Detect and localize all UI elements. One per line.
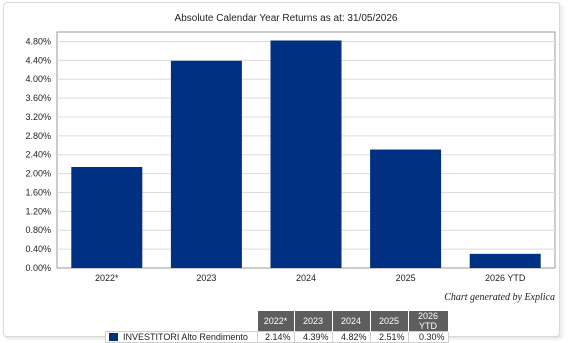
- y-tick-label: 4.40%: [25, 55, 51, 65]
- y-tick-label: 4.00%: [25, 74, 51, 84]
- table-corner: [106, 311, 258, 332]
- y-axis-tick-labels: 0.00% 0.40% 0.80% 1.20% 1.60% 2.00% 2.40% 2.80%…: [25, 36, 51, 273]
- table-row: INVESTITORI Alto Rendimento 2.14% 4.39% …: [105, 331, 449, 343]
- bar-chart: 0.00% 0.40% 0.80% 1.20% 1.60% 2.00% 2.40% 2.80%…: [25, 31, 556, 283]
- table-value-2022: 2.14%: [257, 331, 295, 343]
- table-value-2026-ytd: 0.30%: [407, 331, 449, 343]
- x-tick-label: 2022*: [95, 273, 119, 283]
- frame-shadow: [560, 6, 566, 336]
- table-header-2024: 2024: [332, 311, 371, 332]
- bar: [270, 40, 342, 268]
- bar: [71, 166, 143, 268]
- bar: [170, 60, 242, 269]
- y-tick-label: 2.40%: [25, 150, 51, 160]
- y-tick-label: 0.80%: [25, 225, 51, 235]
- x-tick-label: 2023: [196, 273, 216, 283]
- table-value-2025: 2.51%: [369, 331, 409, 343]
- x-tick-label: 2024: [296, 273, 316, 283]
- y-tick-label: 2.00%: [25, 169, 51, 179]
- chart-credit: Chart generated by Explica: [444, 292, 555, 303]
- table-header-2022: 2022*: [257, 311, 295, 332]
- table-header-row: 2022* 2023 2024 2025 2026 YTD: [106, 311, 449, 332]
- x-axis-tick-labels: 2022* 2023 2024 2025 2026 YTD: [95, 273, 526, 283]
- y-tick-label: 0.40%: [25, 244, 51, 254]
- bar: [370, 149, 442, 268]
- table-header-2025: 2025: [370, 311, 409, 332]
- y-tick-label: 3.60%: [25, 93, 51, 103]
- chart-title: Absolute Calendar Year Returns as at: 31…: [174, 13, 398, 24]
- y-tick-label: 0.00%: [25, 263, 51, 273]
- data-table: 2022* 2023 2024 2025 2026 YTD INVESTITOR…: [105, 311, 449, 343]
- y-tick-label: 1.20%: [25, 206, 51, 216]
- y-tick-label: 1.60%: [25, 187, 51, 197]
- y-tick-label: 4.80%: [25, 36, 51, 46]
- series-name: INVESTITORI Alto Rendimento: [123, 332, 248, 342]
- series-cell: INVESTITORI Alto Rendimento: [105, 331, 258, 343]
- table-header-2026-ytd: 2026 YTD: [408, 311, 449, 332]
- bar: [469, 253, 541, 268]
- x-tick-label: 2025: [396, 273, 416, 283]
- table-header-2023: 2023: [294, 311, 333, 332]
- y-tick-label: 2.80%: [25, 131, 51, 141]
- y-tick-label: 3.20%: [25, 112, 51, 122]
- x-tick-label: 2026 YTD: [485, 273, 526, 283]
- bars: [71, 40, 541, 269]
- series-swatch-icon: [109, 333, 118, 341]
- table-value-2023: 4.39%: [293, 331, 333, 343]
- table-value-2024: 4.82%: [331, 331, 371, 343]
